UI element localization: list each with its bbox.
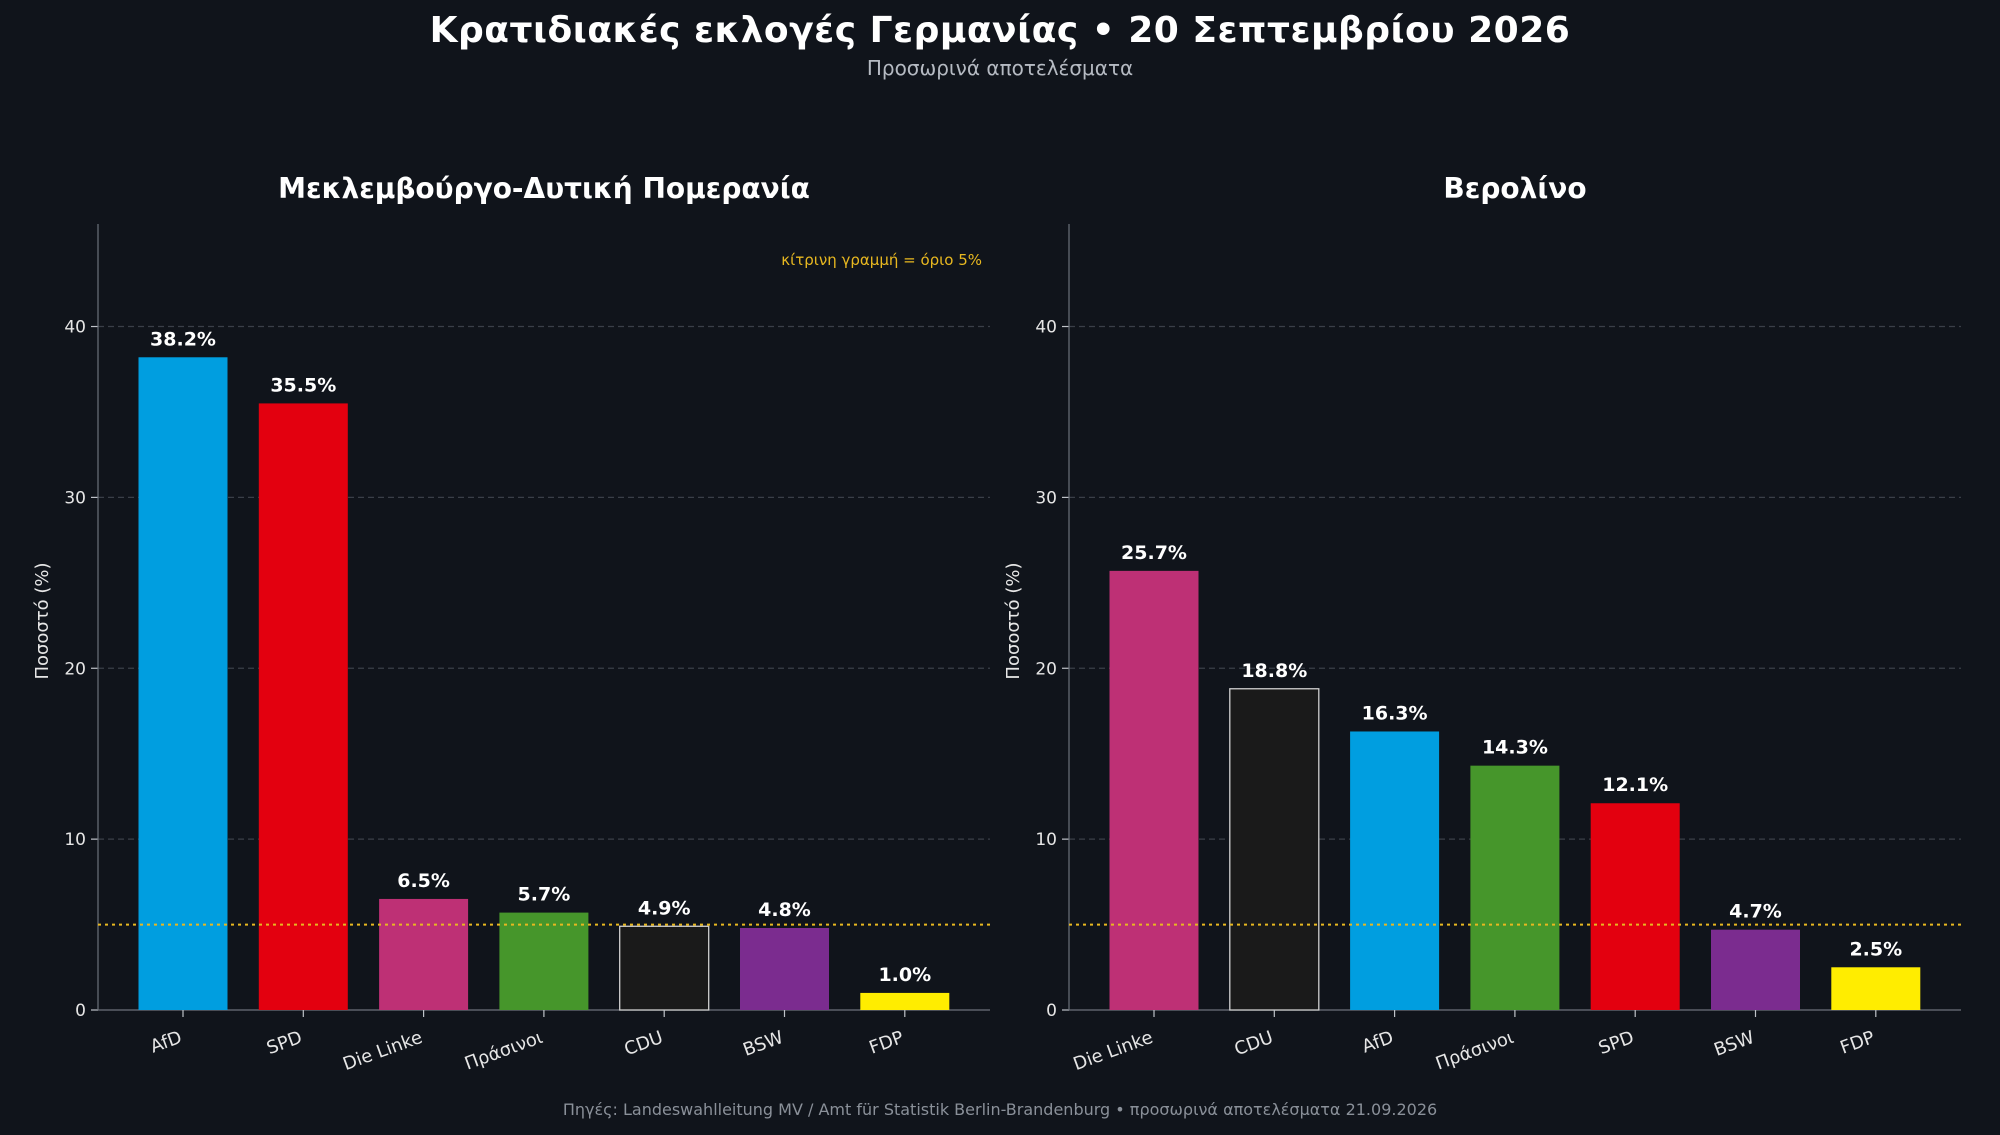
data-label-afd: 16.3%	[1362, 702, 1428, 724]
bar-fdp	[1831, 967, 1921, 1010]
data-label-fdp: 2.5%	[1849, 938, 1902, 960]
category-label-fdp: FDP	[866, 1027, 906, 1059]
chart-panel-1: Μεκλεμβούργο-Δυτική Πομερανία 0 10 20 30 40 Πο…	[32, 172, 990, 1075]
data-label-πράσινοι: 14.3%	[1482, 737, 1548, 759]
y-tick-label: 10	[64, 830, 86, 850]
bar-die-linke	[379, 898, 469, 1010]
page-title: Κρατιδιακές εκλογές Γερμανίας • 20 Σεπτε…	[429, 10, 1571, 51]
panel-title: Μεκλεμβούργο-Δυτική Πομερανία	[278, 172, 810, 205]
source-footer: Πηγές: Landeswahlleitung MV / Amt für St…	[562, 1100, 1438, 1119]
category-label-πράσινοι: Πράσινοι	[1433, 1027, 1517, 1075]
data-label-πράσινοι: 5.7%	[518, 884, 571, 906]
category-label-cdu: CDU	[1232, 1027, 1276, 1060]
bar-bsw	[1711, 929, 1800, 1010]
data-label-cdu: 4.9%	[638, 897, 691, 919]
data-label-spd: 35.5%	[270, 374, 336, 396]
chart-panel-2: Βερολίνο 0 10 20 30 40 Ποσοστό (%) 25.7% Die Lin…	[1003, 172, 1961, 1075]
bar-die-linke	[1109, 570, 1199, 1010]
data-label-bsw: 4.8%	[758, 899, 811, 921]
threshold-note: κίτρινη γραμμή = όριο 5%	[781, 251, 982, 269]
category-label-die-linke: Die Linke	[1071, 1027, 1156, 1075]
bar-cdu	[619, 925, 710, 1011]
bar-spd	[258, 403, 348, 1010]
bar-spd	[1590, 803, 1680, 1010]
y-tick-label: 40	[1035, 318, 1057, 338]
page-subtitle: Προσωρινά αποτελέσματα	[866, 56, 1134, 80]
category-label-spd: SPD	[1596, 1027, 1637, 1059]
bar-afd	[138, 357, 228, 1010]
y-tick-label: 20	[64, 659, 86, 679]
bar-afd	[1350, 731, 1440, 1010]
category-label-πράσινοι: Πράσινοι	[462, 1027, 546, 1075]
y-axis-label: Ποσοστό (%)	[32, 562, 53, 679]
category-label-spd: SPD	[264, 1027, 305, 1059]
data-label-afd: 38.2%	[150, 328, 216, 350]
y-tick-label: 10	[1035, 830, 1057, 850]
y-tick-label: 0	[1046, 1001, 1057, 1021]
category-label-afd: AfD	[1359, 1027, 1396, 1058]
y-tick-label: 30	[1035, 488, 1057, 508]
y-tick-label: 40	[64, 318, 86, 338]
bar-cdu	[1229, 688, 1320, 1011]
bar-bsw	[740, 927, 829, 1010]
category-label-cdu: CDU	[622, 1027, 666, 1060]
data-label-die-linke: 25.7%	[1121, 542, 1187, 564]
data-label-bsw: 4.7%	[1729, 901, 1782, 923]
category-label-bsw: BSW	[1711, 1027, 1757, 1061]
data-label-fdp: 1.0%	[878, 964, 931, 986]
y-tick-label: 30	[64, 488, 86, 508]
category-label-afd: AfD	[148, 1027, 185, 1058]
category-label-bsw: BSW	[740, 1027, 786, 1061]
category-label-fdp: FDP	[1837, 1027, 1877, 1059]
y-tick-label: 0	[75, 1001, 86, 1021]
data-label-spd: 12.1%	[1602, 774, 1668, 796]
panel-title: Βερολίνο	[1443, 172, 1586, 205]
bar-fdp	[860, 992, 950, 1010]
y-axis-label: Ποσοστό (%)	[1003, 562, 1024, 679]
data-label-die-linke: 6.5%	[397, 870, 450, 892]
bar-πράσινοι	[499, 912, 589, 1010]
y-tick-label: 20	[1035, 659, 1057, 679]
data-label-cdu: 18.8%	[1241, 660, 1307, 682]
category-label-die-linke: Die Linke	[340, 1027, 425, 1075]
bar-πράσινοι	[1470, 765, 1560, 1010]
